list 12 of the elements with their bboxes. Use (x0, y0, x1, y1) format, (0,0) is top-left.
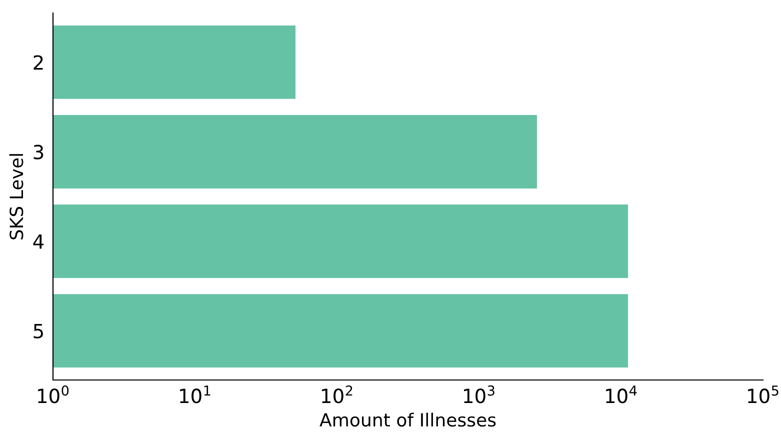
x-tick-label: 10$^{3}$ (464, 385, 494, 404)
x-tick-label: 10$^{5}$ (748, 386, 778, 404)
y-tick-label: 2 (34, 55, 43, 70)
x-tick-label: 10$^{0}$ (38, 385, 69, 404)
x-tick-label: 10$^{1}$ (180, 386, 210, 404)
x-tick-label: 10$^{4}$ (606, 386, 637, 404)
y-tick-label: 5 (34, 324, 43, 338)
y-axis-title: SKS Level (9, 154, 24, 240)
x-axis-title: Amount of Illnesses (320, 412, 496, 427)
x-tick-label: 10$^{2}$ (322, 385, 352, 404)
y-tick-label: 3 (34, 144, 44, 160)
y-tick-label: 4 (33, 234, 44, 249)
